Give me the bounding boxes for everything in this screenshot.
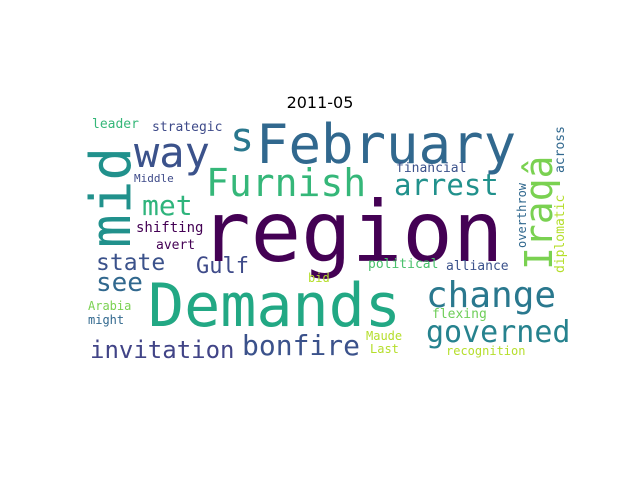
word-maude: Maude [366,329,403,343]
word-see: see [96,268,143,298]
word-bonfire: bonfire [242,329,361,362]
word-state: state [96,250,166,276]
word-mid: mid [79,146,144,248]
word-strategic: strategic [152,120,223,135]
figure-title: 2011-05 [286,93,354,112]
word-furnish: Furnish [206,161,367,205]
word-avert: avert [156,238,196,253]
word-cloud: region Demands February way s Furnish ar… [79,113,572,364]
word-recognition: recognition [446,344,526,358]
word-might: might [88,313,125,327]
word-governed: governed [426,315,571,350]
word-region: region [200,183,504,281]
word-financial: financial [396,161,467,176]
word-arrest: arrest [394,168,499,202]
word-change: change [426,275,557,316]
word-middle: Middle [134,172,174,185]
word-demands: Demands [148,271,401,341]
word-shifting: shifting [136,220,204,236]
word-last: Last [370,342,399,356]
word-across: across [553,126,568,173]
word-s: s [230,115,255,161]
word-flexing: flexing [432,307,487,322]
word-leader: leader [92,117,139,132]
word-february: February [256,113,517,176]
word-arabia: Arabia [88,299,132,313]
word-alliance: alliance [446,259,509,274]
word-political: political [368,257,439,272]
word-overthrow: overthrow [515,182,529,248]
word-way: way [134,128,210,177]
word-met: met [142,189,193,222]
word-bid: bid [308,271,330,285]
word-gulf: Gulf [196,254,249,279]
word-invitation: invitation [90,336,235,364]
word-diplomatic: diplomatic [553,194,568,273]
